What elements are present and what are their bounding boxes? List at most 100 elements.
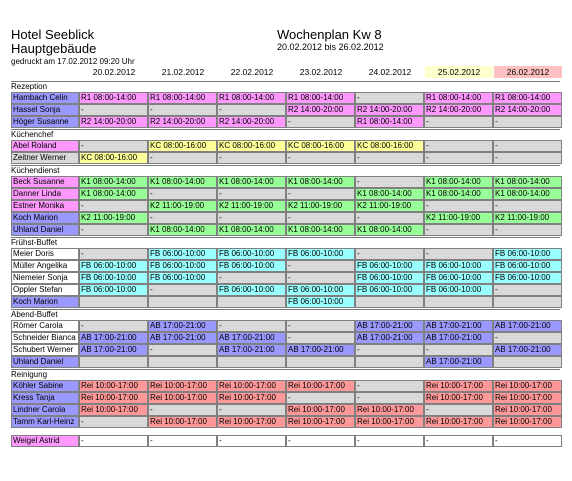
shift-cell[interactable] (424, 296, 493, 308)
shift-cell[interactable]: KC 08:00-16:00 (148, 140, 217, 152)
employee-name[interactable]: Hassel Sonja (11, 104, 79, 116)
shift-cell[interactable]: K2 11:00-19:00 (355, 200, 424, 212)
shift-cell[interactable]: AB 17:00-21:00 (424, 332, 493, 344)
shift-cell[interactable]: Rei 10:00-17:00 (355, 404, 424, 416)
shift-cell[interactable]: R2 14:00-20:00 (79, 116, 148, 128)
shift-cell[interactable]: FB 06:00-10:00 (217, 284, 286, 296)
shift-cell[interactable]: - (79, 416, 148, 428)
shift-cell[interactable]: - (148, 104, 217, 116)
shift-cell[interactable]: - (424, 152, 493, 164)
shift-cell[interactable]: - (424, 344, 493, 356)
employee-name[interactable]: Köhler Sabine (11, 380, 79, 392)
shift-cell[interactable]: Rei 10:00-17:00 (148, 380, 217, 392)
employee-name[interactable]: Beck Susanne (11, 176, 79, 188)
shift-cell[interactable]: - (286, 435, 355, 447)
shift-cell[interactable]: Rei 10:00-17:00 (286, 404, 355, 416)
shift-cell[interactable]: - (493, 116, 562, 128)
shift-cell[interactable]: FB 06:00-10:00 (286, 248, 355, 260)
shift-cell[interactable]: - (355, 212, 424, 224)
shift-cell[interactable]: K1 08:00-14:00 (148, 176, 217, 188)
shift-cell[interactable]: - (217, 435, 286, 447)
shift-cell[interactable]: - (217, 188, 286, 200)
shift-cell[interactable]: FB 06:00-10:00 (355, 284, 424, 296)
shift-cell[interactable]: Rei 10:00-17:00 (217, 380, 286, 392)
shift-cell[interactable]: Rei 10:00-17:00 (79, 380, 148, 392)
shift-cell[interactable]: - (286, 116, 355, 128)
shift-cell[interactable]: - (79, 320, 148, 332)
shift-cell[interactable]: K1 08:00-14:00 (355, 224, 424, 236)
shift-cell[interactable]: - (79, 224, 148, 236)
shift-cell[interactable]: - (286, 260, 355, 272)
shift-cell[interactable]: Rei 10:00-17:00 (79, 392, 148, 404)
shift-cell[interactable]: Rei 10:00-17:00 (493, 404, 562, 416)
shift-cell[interactable]: FB 06:00-10:00 (286, 296, 355, 308)
employee-name[interactable]: Römer Carola (11, 320, 79, 332)
shift-cell[interactable]: - (424, 116, 493, 128)
shift-cell[interactable]: - (148, 212, 217, 224)
shift-cell[interactable]: - (424, 224, 493, 236)
shift-cell[interactable]: AB 17:00-21:00 (424, 356, 493, 368)
shift-cell[interactable] (286, 356, 355, 368)
shift-cell[interactable]: - (424, 435, 493, 447)
shift-cell[interactable] (148, 296, 217, 308)
shift-cell[interactable]: - (424, 248, 493, 260)
shift-cell[interactable]: K1 08:00-14:00 (217, 176, 286, 188)
employee-name[interactable]: Uhland Daniel (11, 224, 79, 236)
shift-cell[interactable]: - (355, 392, 424, 404)
shift-cell[interactable]: - (493, 152, 562, 164)
shift-cell[interactable]: FB 06:00-10:00 (217, 260, 286, 272)
employee-name[interactable]: Hambach Celin (11, 92, 79, 104)
employee-name[interactable]: Uhland Daniel (11, 356, 79, 368)
shift-cell[interactable]: - (148, 284, 217, 296)
shift-cell[interactable]: - (217, 320, 286, 332)
shift-cell[interactable]: FB 06:00-10:00 (355, 260, 424, 272)
shift-cell[interactable]: K1 08:00-14:00 (79, 176, 148, 188)
shift-cell[interactable]: Rei 10:00-17:00 (217, 392, 286, 404)
shift-cell[interactable]: K2 11:00-19:00 (493, 212, 562, 224)
shift-cell[interactable]: - (286, 392, 355, 404)
shift-cell[interactable]: Rei 10:00-17:00 (148, 416, 217, 428)
shift-cell[interactable]: K1 08:00-14:00 (286, 224, 355, 236)
shift-cell[interactable] (493, 296, 562, 308)
shift-cell[interactable]: FB 06:00-10:00 (493, 272, 562, 284)
shift-cell[interactable]: - (148, 435, 217, 447)
shift-cell[interactable]: K1 08:00-14:00 (424, 188, 493, 200)
shift-cell[interactable]: FB 06:00-10:00 (493, 260, 562, 272)
shift-cell[interactable]: Rei 10:00-17:00 (493, 416, 562, 428)
employee-name[interactable]: Schneider Bianca (11, 332, 79, 344)
shift-cell[interactable]: KC 08:00-16:00 (79, 152, 148, 164)
shift-cell[interactable]: - (493, 140, 562, 152)
shift-cell[interactable]: FB 06:00-10:00 (79, 272, 148, 284)
shift-cell[interactable]: K1 08:00-14:00 (79, 188, 148, 200)
shift-cell[interactable]: - (217, 404, 286, 416)
employee-name[interactable]: Niemeier Sonja (11, 272, 79, 284)
shift-cell[interactable]: - (286, 188, 355, 200)
shift-cell[interactable]: - (148, 344, 217, 356)
shift-cell[interactable] (355, 356, 424, 368)
shift-cell[interactable]: Rei 10:00-17:00 (493, 380, 562, 392)
shift-cell[interactable]: K1 08:00-14:00 (148, 224, 217, 236)
shift-cell[interactable]: - (217, 212, 286, 224)
shift-cell[interactable]: - (148, 152, 217, 164)
shift-cell[interactable]: AB 17:00-21:00 (493, 320, 562, 332)
shift-cell[interactable]: K1 08:00-14:00 (217, 224, 286, 236)
shift-cell[interactable] (79, 356, 148, 368)
shift-cell[interactable]: R1 08:00-14:00 (493, 92, 562, 104)
shift-cell[interactable]: FB 06:00-10:00 (79, 284, 148, 296)
employee-name[interactable]: Weigel Astrid (11, 435, 79, 447)
shift-cell[interactable]: FB 06:00-10:00 (424, 272, 493, 284)
shift-cell[interactable]: - (493, 332, 562, 344)
employee-name[interactable]: Schubert Werner (11, 344, 79, 356)
employee-name[interactable]: Höger Susanne (11, 116, 79, 128)
shift-cell[interactable]: - (355, 152, 424, 164)
shift-cell[interactable]: R1 08:00-14:00 (286, 92, 355, 104)
employee-name[interactable]: Oppler Stefan (11, 284, 79, 296)
shift-cell[interactable]: - (148, 188, 217, 200)
shift-cell[interactable]: AB 17:00-21:00 (424, 320, 493, 332)
shift-cell[interactable]: - (79, 200, 148, 212)
shift-cell[interactable]: AB 17:00-21:00 (217, 344, 286, 356)
shift-cell[interactable]: Rei 10:00-17:00 (424, 380, 493, 392)
shift-cell[interactable]: FB 06:00-10:00 (79, 260, 148, 272)
shift-cell[interactable] (217, 356, 286, 368)
shift-cell[interactable]: AB 17:00-21:00 (79, 332, 148, 344)
